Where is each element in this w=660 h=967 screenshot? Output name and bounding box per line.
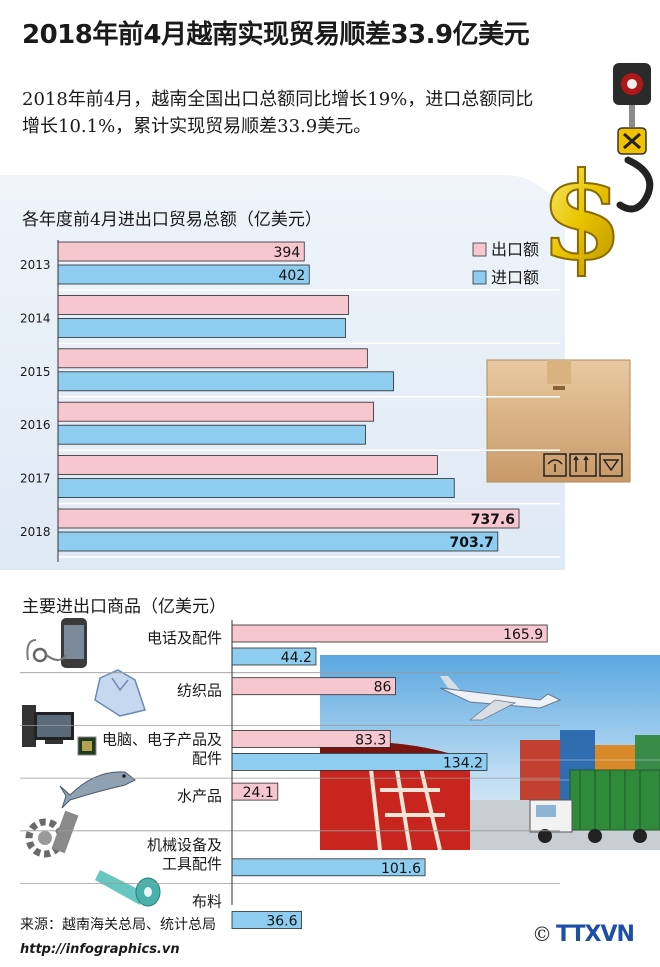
export-bar [57, 401, 375, 422]
year-label: 2018 [20, 525, 51, 539]
bar-value-label: 36.6 [266, 914, 297, 930]
bar-value-label: 737.6 [471, 512, 515, 528]
bar-value-label: 86 [374, 680, 392, 696]
bar-value-label: 101.6 [381, 861, 421, 877]
export-bar [57, 348, 368, 369]
year-label: 2017 [20, 472, 51, 486]
page-title: 2018年前4月越南实现贸易顺差33.9亿美元 [22, 20, 530, 50]
svg-text:$: $ [540, 146, 624, 287]
shirt-icon [94, 669, 146, 717]
yearly-trade-chart: 2013 394 402 2014 2015 2016 2017 2018 737.6 703.7 [20, 240, 560, 562]
airplane-icon [439, 676, 562, 721]
bar-value-label: 165.9 [503, 627, 543, 643]
bar-value-label: 44.2 [281, 650, 312, 666]
commodity-label: 配件 [192, 749, 222, 767]
year-label: 2013 [20, 258, 51, 272]
dollar-hook-icon: $ [539, 127, 654, 288]
bar-value-label: 134.2 [443, 755, 483, 771]
export-bar [57, 241, 305, 262]
phone-icon [26, 618, 87, 668]
commodity-label: 电话及配件 [147, 629, 222, 647]
export-bar [231, 677, 396, 696]
import-bar [57, 264, 310, 285]
commodity-label: 机械设备及 [147, 836, 222, 854]
commodities-chart-title: 主要进出口商品（亿美元） [22, 597, 226, 617]
bar-value-label: 703.7 [450, 535, 494, 551]
gear-piston-icon [25, 810, 79, 858]
import-bar [57, 317, 346, 338]
year-label: 2016 [20, 418, 51, 432]
legend-swatch-export [472, 242, 487, 257]
traffic-light-icon [613, 63, 651, 127]
cardboard-box-icon [486, 359, 631, 483]
import-bar [231, 911, 302, 929]
legend-swatch-import [472, 270, 487, 285]
fabric-roll-icon [95, 870, 161, 907]
legend-label: 进口额 [491, 268, 539, 287]
copyright-symbol: © [532, 922, 552, 946]
intro-text: 2018年前4月，越南全国出口总额同比增长19%，进口总额同比增长10.1%，累… [22, 89, 534, 137]
export-bar [57, 508, 520, 529]
container-truck-icon [529, 769, 660, 843]
legend-label: 出口额 [491, 240, 539, 259]
export-bar [231, 624, 548, 643]
bar-value-label: 394 [274, 245, 301, 261]
year-label: 2014 [20, 311, 51, 325]
computer-icon [22, 705, 97, 756]
import-bar [57, 424, 366, 445]
source-url[interactable]: http://infographics.vn [20, 942, 180, 957]
bar-value-label: 402 [279, 268, 306, 284]
import-bar [57, 531, 499, 552]
export-bar [57, 455, 438, 476]
commodity-label: 纺织品 [177, 682, 222, 700]
bar-value-label: 83.3 [355, 732, 386, 748]
import-bar [57, 371, 395, 392]
bar-value-label: 24.1 [243, 785, 274, 801]
year-label: 2015 [20, 365, 51, 379]
commodity-label: 工具配件 [162, 855, 222, 873]
agency-logo: TTXVN [556, 922, 635, 947]
import-bar [57, 478, 455, 499]
export-bar [57, 294, 350, 315]
fish-icon [59, 771, 136, 809]
commodity-label: 布料 [192, 893, 222, 911]
commodity-label: 水产品 [177, 787, 222, 805]
commodity-label: 电脑、电子产品及 [102, 730, 222, 748]
trade-chart-title: 各年度前4月进出口贸易总额（亿美元） [22, 210, 322, 230]
source-note: 来源：越南海关总局、统计总局 [20, 917, 216, 933]
